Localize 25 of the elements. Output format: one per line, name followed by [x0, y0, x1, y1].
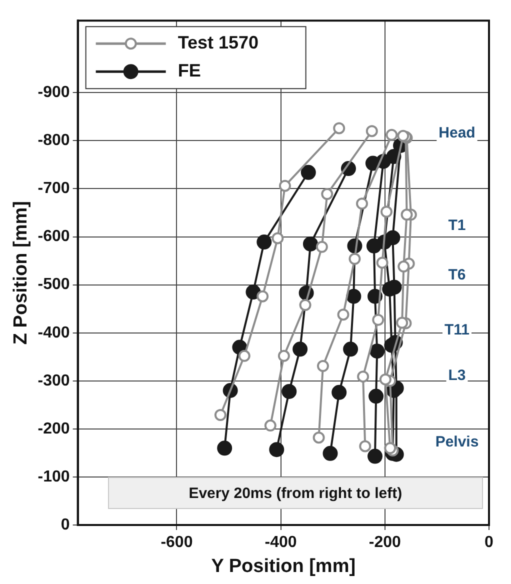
y-tick-label: -300 — [38, 372, 70, 390]
note-box: Every 20ms (from right to left) — [108, 477, 483, 509]
y-tick-label: -200 — [38, 420, 70, 438]
annotation: Head — [438, 124, 476, 142]
x-tick-label: 0 — [484, 534, 494, 552]
legend-label: FE — [178, 60, 201, 81]
y-axis-title: Z Position [mm] — [10, 201, 32, 345]
y-tick-label: -800 — [38, 132, 70, 150]
annotation: T11 — [444, 322, 470, 339]
y-tick-label: -700 — [38, 180, 70, 198]
x-axis-title: Y Position [mm] — [211, 556, 356, 577]
y-tick-label: -100 — [38, 468, 70, 486]
annotation: Pelvis — [435, 434, 479, 451]
y-tick-label: -600 — [38, 228, 70, 246]
annotation: T6 — [448, 266, 466, 284]
annotation: L3 — [448, 367, 466, 384]
x-tick-label: -400 — [264, 534, 297, 552]
y-tick-label: -500 — [38, 276, 70, 294]
y-tick-label: 0 — [60, 516, 70, 534]
x-tick-label: -600 — [160, 534, 193, 552]
y-tick-label: -900 — [38, 84, 70, 102]
annotation: T1 — [448, 216, 466, 234]
y-tick-label: -400 — [38, 324, 70, 342]
x-tick-label: -200 — [368, 534, 402, 552]
legend-label: Test 1570 — [178, 32, 259, 53]
